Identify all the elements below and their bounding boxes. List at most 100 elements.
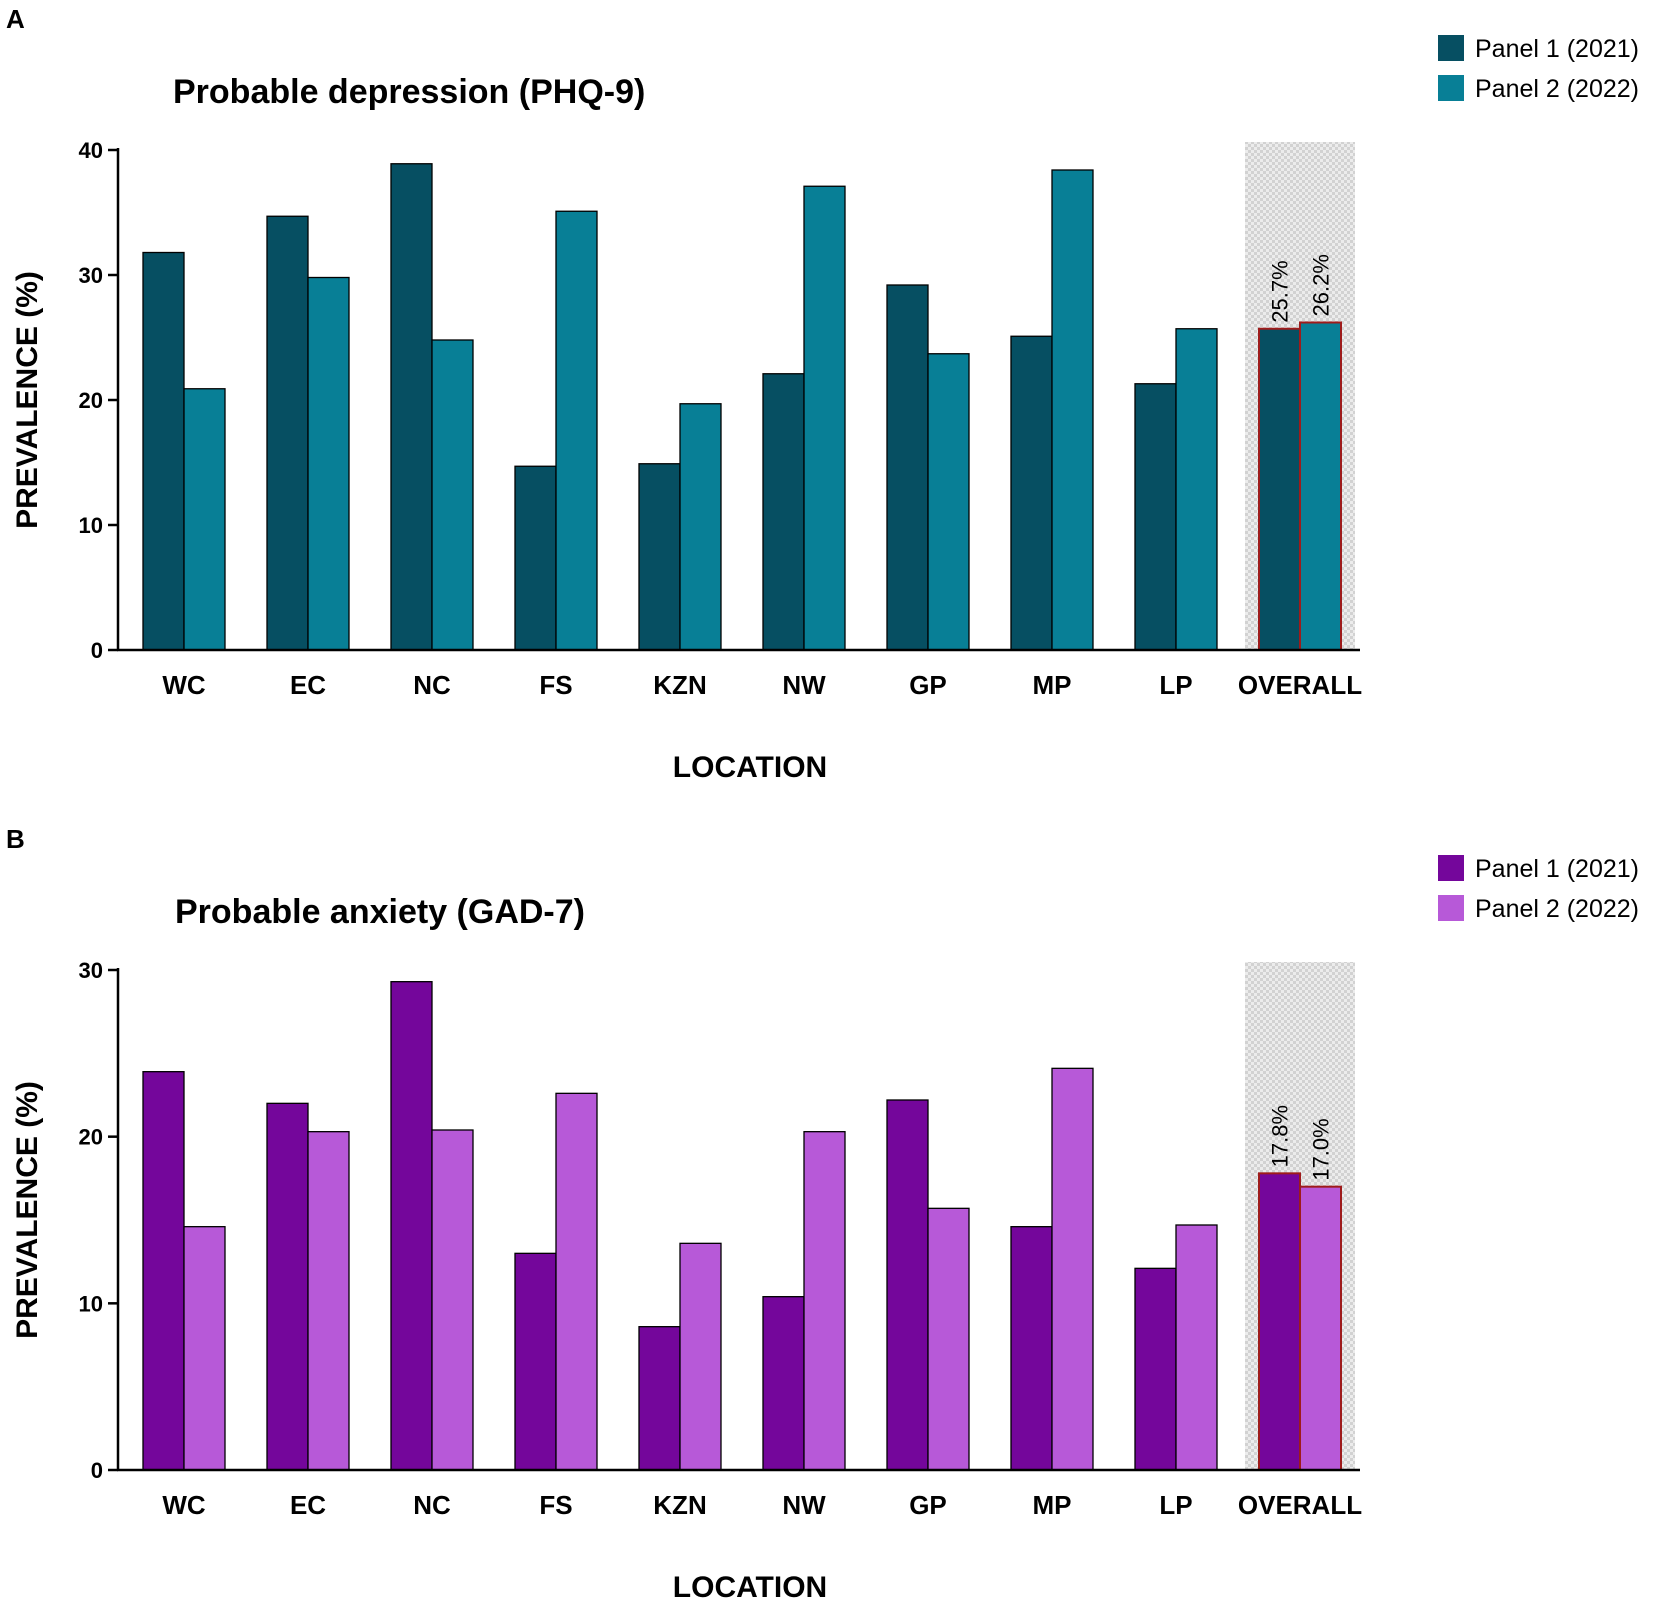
legend-label-panel-1: Panel 1 (2021): [1475, 35, 1639, 63]
bar-lp-series-1: [1134, 1267, 1177, 1471]
bar-lp-series-1: [1134, 383, 1177, 651]
bar-gp-series-1: [886, 1099, 929, 1471]
axes-a: [116, 148, 1360, 652]
legend-swatch-panel-2: [1438, 895, 1464, 921]
y-tick-label: 30: [79, 263, 103, 288]
bars-a: [142, 163, 1342, 651]
x-tick-label-gp: GP: [909, 1490, 947, 1520]
chart-b: B Probable anxiety (GAD-7) Panel 1 (2021…: [6, 824, 1639, 1603]
y-tick-label: 10: [79, 513, 103, 538]
bar-mp-series-2: [1051, 169, 1094, 651]
axes-b: [116, 968, 1360, 1472]
bar-wc-series-2: [183, 1226, 226, 1471]
bar-mp-series-1: [1010, 335, 1053, 651]
data-label-overall-series-2: 26.2%: [1309, 254, 1334, 316]
x-tick-label-fs: FS: [539, 1490, 572, 1520]
chart-title-b: Probable anxiety (GAD-7): [175, 893, 585, 931]
x-tick-label-kzn: KZN: [653, 1490, 706, 1520]
x-tick-label-nc: NC: [413, 1490, 451, 1520]
legend-swatch-panel-1: [1438, 855, 1464, 881]
x-tick-label-wc: WC: [162, 670, 206, 700]
x-tick-label-nw: NW: [782, 670, 826, 700]
x-tick-label-wc: WC: [162, 1490, 206, 1520]
bar-kzn-series-1: [638, 463, 681, 651]
y-tick-label: 0: [91, 1458, 103, 1483]
x-tick-label-mp: MP: [1033, 670, 1072, 700]
chart-title-a: Probable depression (PHQ-9): [173, 73, 645, 111]
bar-nc-series-2: [431, 1129, 474, 1471]
bar-nc-series-1: [390, 163, 433, 651]
annotations-a: 25.7% 26.2%: [1268, 254, 1334, 323]
y-tick-label: 10: [79, 1291, 103, 1316]
bar-wc-series-1: [142, 251, 185, 651]
bar-fs-series-1: [514, 1252, 557, 1471]
bar-nw-series-2: [803, 185, 846, 651]
bar-wc-series-1: [142, 1071, 185, 1471]
x-ticks-b: WC EC NC FS KZN NW GP MP LP OVERALL: [162, 1490, 1362, 1520]
legend-b: Panel 1 (2021) Panel 2 (2022): [1438, 855, 1639, 923]
y-tick-label: 40: [79, 138, 103, 163]
bar-nw-series-2: [803, 1131, 846, 1471]
x-tick-label-ec: EC: [290, 670, 326, 700]
bar-overall-series-2: [1299, 1185, 1342, 1471]
x-tick-label-gp: GP: [909, 670, 947, 700]
x-tick-label-ec: EC: [290, 1490, 326, 1520]
bar-lp-series-2: [1175, 328, 1218, 651]
x-tick-label-nw: NW: [782, 1490, 826, 1520]
bar-fs-series-2: [555, 210, 598, 651]
x-tick-label-overall: OVERALL: [1238, 1490, 1362, 1520]
bar-gp-series-2: [927, 353, 970, 651]
bar-lp-series-2: [1175, 1224, 1218, 1471]
legend-label-panel-2: Panel 2 (2022): [1475, 75, 1639, 103]
legend-label-panel-2: Panel 2 (2022): [1475, 895, 1639, 923]
bar-overall-series-1: [1258, 1172, 1301, 1472]
data-label-overall-series-1: 17.8%: [1268, 1105, 1293, 1167]
bar-nw-series-1: [762, 1296, 805, 1471]
x-tick-label-nc: NC: [413, 670, 451, 700]
x-tick-label-fs: FS: [539, 670, 572, 700]
legend-a: Panel 1 (2021) Panel 2 (2022): [1438, 35, 1639, 103]
bar-overall-series-2: [1299, 321, 1342, 651]
bar-gp-series-2: [927, 1207, 970, 1471]
x-tick-label-lp: LP: [1159, 670, 1192, 700]
bar-gp-series-1: [886, 284, 929, 651]
legend-swatch-panel-2: [1438, 75, 1464, 101]
x-ticks-a: WC EC NC FS KZN NW GP MP LP OVERALL: [162, 670, 1362, 700]
legend-label-panel-1: Panel 1 (2021): [1475, 855, 1639, 883]
bar-fs-series-2: [555, 1092, 598, 1471]
bar-ec-series-2: [307, 276, 350, 651]
bar-nc-series-2: [431, 339, 474, 651]
bar-ec-series-2: [307, 1131, 350, 1471]
y-tick-label: 0: [91, 638, 103, 663]
legend-swatch-panel-1: [1438, 35, 1464, 61]
bar-kzn-series-2: [679, 1242, 722, 1471]
data-label-overall-series-2: 17.0%: [1309, 1118, 1334, 1180]
y-axis-label-b: PREVALENCE (%): [11, 1081, 44, 1339]
x-axis-label-b: LOCATION: [673, 1571, 827, 1603]
x-tick-label-overall: OVERALL: [1238, 670, 1362, 700]
bar-nc-series-1: [390, 981, 433, 1471]
bars-b: [142, 981, 1342, 1472]
bar-kzn-series-1: [638, 1326, 681, 1471]
panel-label-b: B: [6, 824, 25, 854]
bar-ec-series-1: [266, 1102, 309, 1471]
y-tick-label: 30: [79, 958, 103, 983]
x-axis-label-a: LOCATION: [673, 751, 827, 784]
bar-mp-series-1: [1010, 1226, 1053, 1471]
y-ticks-a: 0 10 20 30 40: [79, 138, 118, 663]
y-tick-label: 20: [79, 388, 103, 413]
x-tick-label-lp: LP: [1159, 1490, 1192, 1520]
panel-label-a: A: [6, 4, 25, 34]
data-label-overall-series-1: 25.7%: [1268, 260, 1293, 322]
chart-a: A Probable depression (PHQ-9) Panel 1 (2…: [6, 4, 1639, 784]
bar-overall-series-1: [1258, 327, 1301, 651]
bar-kzn-series-2: [679, 403, 722, 651]
bar-ec-series-1: [266, 215, 309, 651]
y-ticks-b: 0 10 20 30: [79, 958, 118, 1483]
bar-nw-series-1: [762, 373, 805, 651]
y-axis-label-a: PREVALENCE (%): [11, 271, 44, 529]
annotations-b: 17.8% 17.0%: [1268, 1105, 1334, 1181]
y-tick-label: 20: [79, 1125, 103, 1150]
x-tick-label-kzn: KZN: [653, 670, 706, 700]
